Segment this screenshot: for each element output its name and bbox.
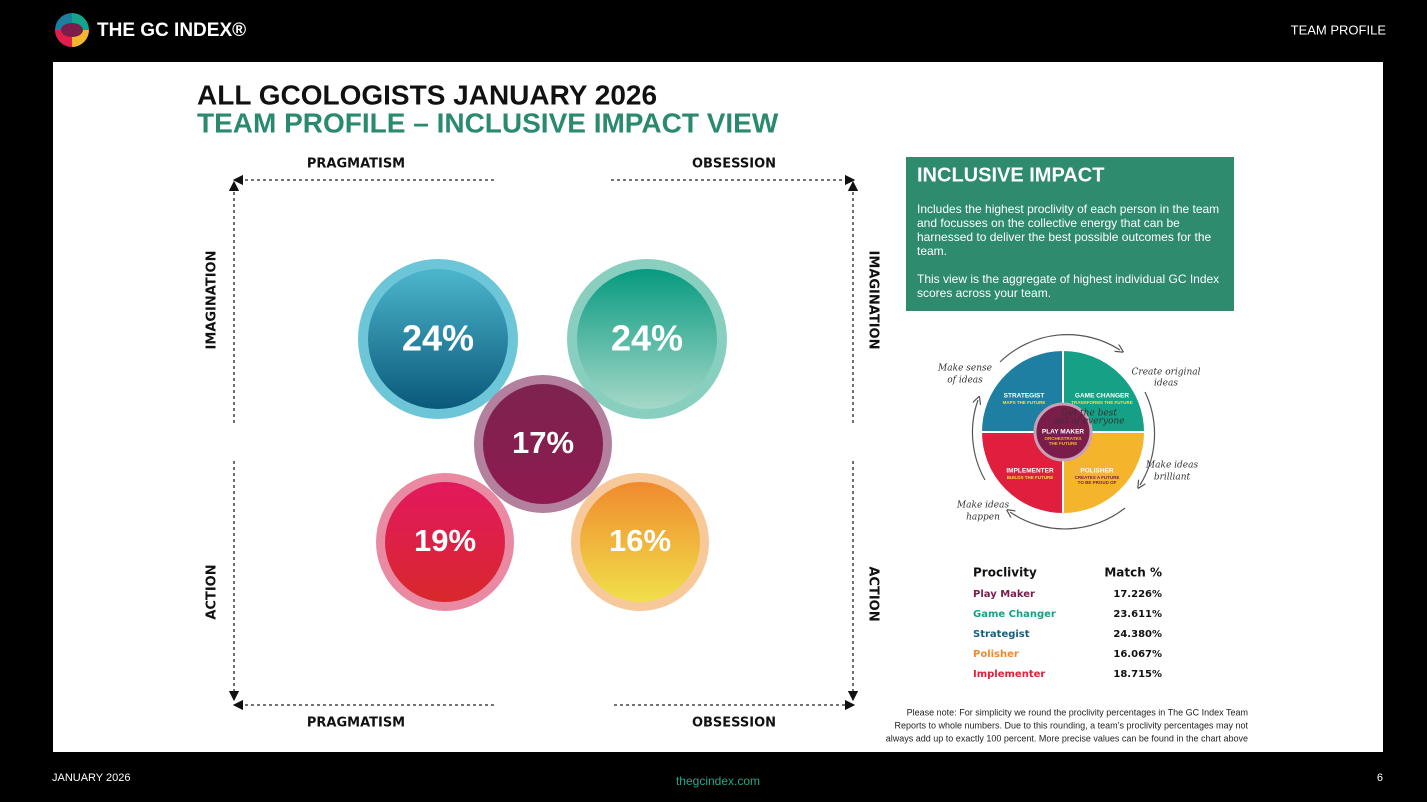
bubble-label: 16% <box>609 523 671 558</box>
table-cell: Play Maker <box>973 589 1035 600</box>
center-subtitle: ORCHESTRATES <box>1045 436 1082 441</box>
note-line: Reports to whole numbers. Due to this ro… <box>894 720 1248 730</box>
center-title: PLAY MAKER <box>1042 429 1085 436</box>
quadrant-title: GAME CHANGER <box>1075 393 1129 400</box>
annotation: out of everyone <box>1054 417 1125 427</box>
quadrant-subtitle: BUILDS THE FUTURE <box>1007 475 1054 480</box>
annotation: brilliant <box>1154 473 1191 483</box>
note-line: Please note: For simplicity we round the… <box>907 707 1248 717</box>
quadrant-title: IMPLEMENTER <box>1006 468 1054 475</box>
bubble-label: 24% <box>402 318 474 359</box>
annotation: Get the best <box>1061 409 1117 419</box>
table-cell: 16.067% <box>1113 649 1162 660</box>
info-paragraph: Includes the highest proclivity of each … <box>917 202 1220 258</box>
table-header: Match % <box>1104 566 1162 580</box>
info-box <box>906 157 1234 311</box>
subtitle: TEAM PROFILE – INCLUSIVE IMPACT VIEW <box>197 107 779 138</box>
title: ALL GCOLOGISTS JANUARY 2026 <box>197 79 657 110</box>
bubble <box>358 259 518 419</box>
annotation: Make sense <box>937 364 992 374</box>
axis-label: PRAGMATISM <box>307 716 405 731</box>
bubble-label: 24% <box>611 318 683 359</box>
quadrant-title: POLISHER <box>1080 468 1114 475</box>
axis-label: IMAGINATION <box>205 251 220 350</box>
info-title: INCLUSIVE IMPACT <box>917 164 1104 186</box>
quadrant-subtitle: CREATES A FUTURE <box>1075 475 1120 480</box>
bubble-label: 19% <box>414 523 476 558</box>
wheel <box>979 348 1147 516</box>
table-cell: Polisher <box>973 649 1019 660</box>
axis-label: PRAGMATISM <box>307 157 405 172</box>
section-label: TEAM PROFILE <box>1291 22 1387 37</box>
table-cell: 24.380% <box>1113 629 1162 640</box>
axis-label: ACTION <box>205 564 220 619</box>
table-cell: 18.715% <box>1113 669 1162 680</box>
axis-label: IMAGINATION <box>866 251 881 350</box>
info-text: Includes the highest proclivity of each … <box>917 202 1227 314</box>
bubble <box>376 473 514 611</box>
page-number: 6 <box>1377 772 1383 784</box>
logo-text: THE GC INDEX® <box>97 20 246 41</box>
quadrant-title: STRATEGIST <box>1004 393 1045 400</box>
wheel-arrows <box>971 334 1156 530</box>
footer-date: JANUARY 2026 <box>52 772 130 784</box>
bubble-label: 17% <box>512 425 574 460</box>
axis-label: OBSESSION <box>692 157 776 172</box>
quadrant-subtitle: MAPS THE FUTURE <box>1003 400 1046 405</box>
table-cell: Game Changer <box>973 609 1056 620</box>
quadrant-subtitle: TO BE PROUD OF <box>1078 480 1117 485</box>
annotation: ideas <box>1154 379 1178 389</box>
table-cell: Strategist <box>973 629 1030 640</box>
axis-label: OBSESSION <box>692 716 776 731</box>
footer-website[interactable]: thegcindex.com <box>676 774 760 788</box>
table-cell: 23.611% <box>1113 609 1162 620</box>
center-subtitle: THE FUTURE <box>1049 441 1078 446</box>
info-paragraph: This view is the aggregate of highest in… <box>917 272 1220 300</box>
quadrant-subtitle: TRANSFORMS THE FUTURE <box>1071 400 1133 405</box>
annotation: Create original <box>1132 368 1201 378</box>
axis-frame <box>228 174 859 711</box>
annotation: happen <box>966 513 1000 523</box>
bubble <box>567 259 727 419</box>
logo <box>55 13 89 47</box>
annotation: of ideas <box>947 376 983 386</box>
table-cell: Implementer <box>973 669 1045 680</box>
axis-label: ACTION <box>866 566 881 621</box>
bubble <box>571 473 709 611</box>
table-header: Proclivity <box>973 566 1037 580</box>
bubble <box>474 375 612 513</box>
table-cell: 17.226% <box>1113 589 1162 600</box>
annotation: Make ideas <box>1145 461 1199 471</box>
note-line: always add up to exactly 100 percent. Mo… <box>886 733 1248 743</box>
annotation: Make ideas <box>956 501 1010 511</box>
